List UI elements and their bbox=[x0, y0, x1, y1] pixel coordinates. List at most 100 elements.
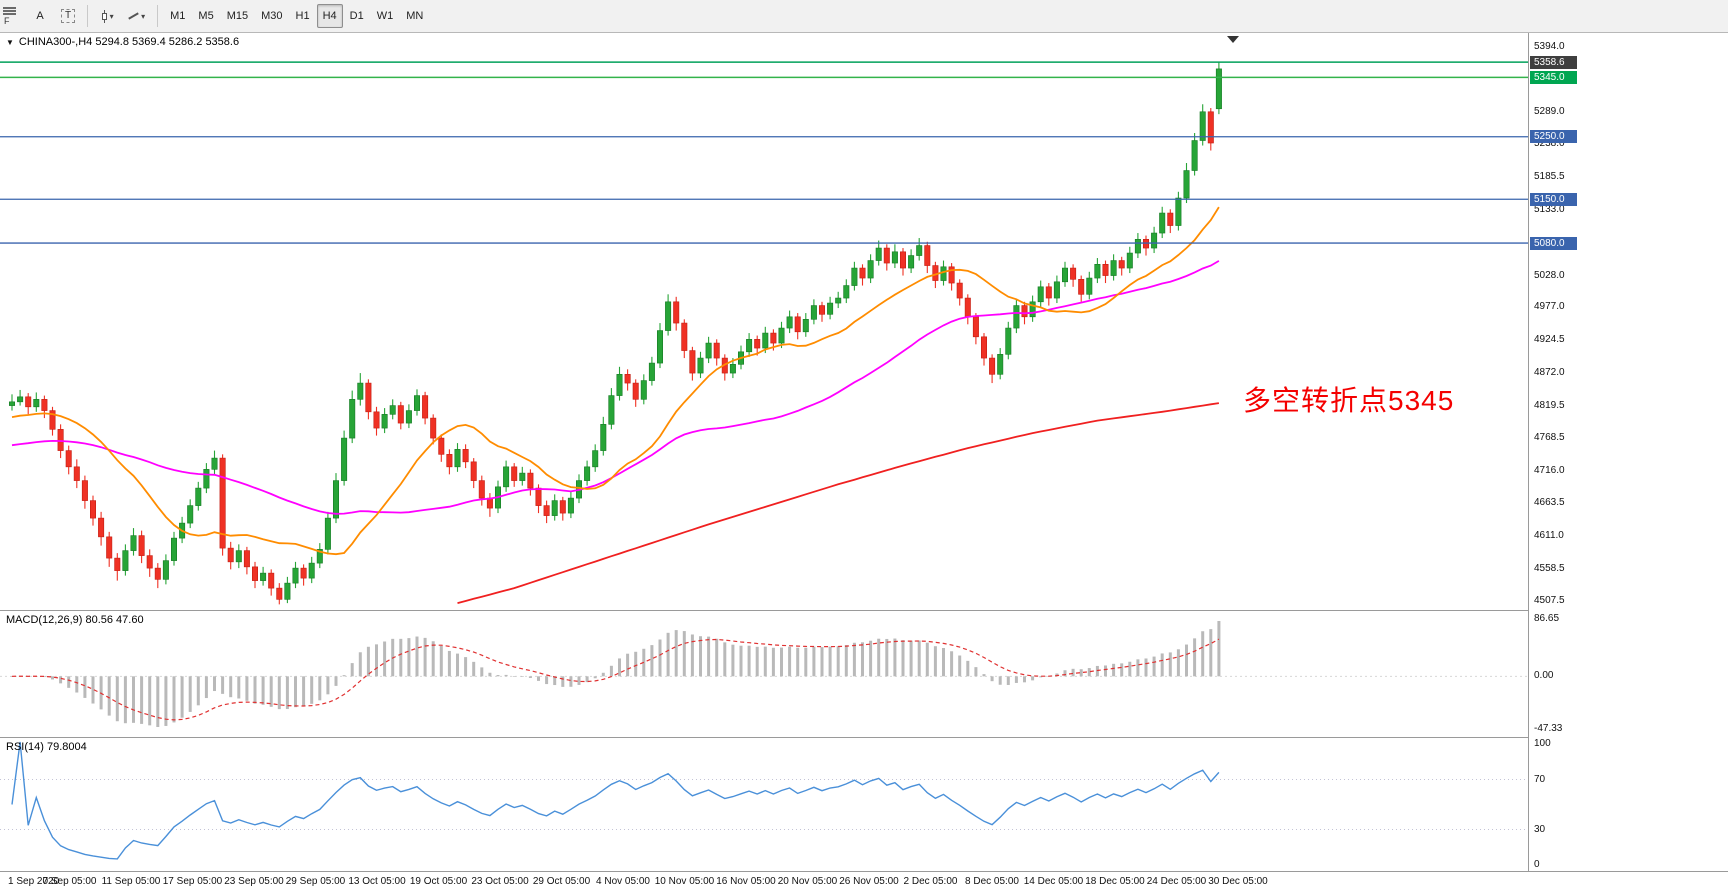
chart-window[interactable]: ▼ CHINA300-,H4 5294.8 5369.4 5286.2 5358… bbox=[0, 33, 1728, 891]
rsi-title: RSI(14) 79.8004 bbox=[6, 741, 87, 753]
chart-title: ▼ CHINA300-,H4 5294.8 5369.4 5286.2 5358… bbox=[6, 36, 239, 48]
rsi-scale-label: 100 bbox=[1534, 738, 1551, 749]
price-axis-label: 4663.5 bbox=[1534, 497, 1565, 509]
toolbar-separator bbox=[87, 5, 89, 27]
time-axis-label: 24 Dec 05:00 bbox=[1146, 876, 1207, 887]
time-axis-label: 20 Nov 05:00 bbox=[777, 876, 838, 887]
timeframe-button-m15[interactable]: M15 bbox=[221, 4, 254, 28]
rsi-scale-label: 30 bbox=[1534, 823, 1546, 835]
time-axis-label: 18 Dec 05:00 bbox=[1085, 876, 1145, 887]
price-tag: 5358.6 bbox=[1530, 55, 1577, 69]
time-axis-label: 10 Nov 05:00 bbox=[654, 876, 715, 887]
line-studies-dropdown[interactable]: ▾ bbox=[122, 4, 151, 28]
price-axis-label: 5289.0 bbox=[1534, 106, 1565, 118]
price-axis-label: 5238.0 bbox=[1534, 138, 1565, 150]
time-axis-label: 8 Dec 05:00 bbox=[965, 876, 1019, 887]
toolbar-separator bbox=[157, 5, 159, 27]
macd-histogram bbox=[10, 621, 1221, 727]
macd-scale-label: 86.65 bbox=[1534, 613, 1560, 624]
time-axis-label: 16 Nov 05:00 bbox=[716, 876, 776, 887]
time-axis-label: 11 Sep 05:00 bbox=[101, 876, 161, 887]
time-axis-label: 23 Sep 05:00 bbox=[224, 876, 284, 887]
timeframe-button-h4[interactable]: H4 bbox=[316, 4, 343, 28]
ma-fast-line bbox=[11, 206, 1220, 556]
time-axis-label: 1 Sep 2020 bbox=[8, 876, 60, 887]
price-axis-label: 4611.0 bbox=[1534, 530, 1564, 542]
main-chart-canvas[interactable] bbox=[0, 33, 1528, 610]
price-axis-label: 4768.5 bbox=[1534, 431, 1565, 443]
price-tag: 5250.0 bbox=[1530, 130, 1577, 144]
text-tool-button[interactable]: T bbox=[55, 4, 81, 28]
time-scale[interactable]: 1 Sep 2020 7 Sep 05:00 11 Sep 05:00 17 Sep … bbox=[0, 871, 1728, 891]
price-axis-label: 4819.5 bbox=[1534, 399, 1565, 411]
price-scale[interactable]: 5394.0 5289.0 5238.0 5185.5 5133.0 5028.0 4977… bbox=[1528, 33, 1728, 871]
time-axis-label: 29 Sep 05:00 bbox=[285, 876, 346, 887]
toolbar-left-icons: F bbox=[3, 6, 25, 26]
time-axis-label: 13 Oct 05:00 bbox=[348, 876, 406, 887]
caret-down-icon: ▾ bbox=[109, 11, 114, 21]
time-axis-label: 30 Dec 05:00 bbox=[1208, 876, 1268, 887]
candles-layer bbox=[9, 62, 1222, 605]
price-tag: 5080.0 bbox=[1530, 236, 1577, 250]
timeframe-button-mn[interactable]: MN bbox=[400, 4, 429, 28]
price-axis-label: 4716.0 bbox=[1534, 464, 1565, 476]
timeframe-button-w1[interactable]: W1 bbox=[371, 4, 400, 28]
timeframe-buttons: M1 M5 M15 M30 H1 H4 D1 W1 MN bbox=[164, 4, 429, 28]
macd-scale-label: -47.33 bbox=[1534, 723, 1563, 734]
time-axis-label: 4 Nov 05:00 bbox=[596, 876, 650, 887]
price-axis-label: 4977.0 bbox=[1534, 301, 1565, 313]
symbol-marker-icon: ▼ bbox=[6, 37, 14, 47]
price-axis-label: 4507.5 bbox=[1534, 594, 1565, 606]
rsi-canvas[interactable] bbox=[0, 738, 1528, 871]
time-axis-label: 14 Dec 05:00 bbox=[1023, 876, 1084, 887]
price-axis-label: 5394.0 bbox=[1534, 40, 1565, 52]
timeframe-button-m1[interactable]: M1 bbox=[164, 4, 191, 28]
macd-pane: MACD(12,26,9) 80.56 47.60 bbox=[0, 611, 1528, 737]
ma-slow-line bbox=[457, 402, 1220, 604]
horizontal-levels bbox=[0, 61, 1528, 244]
pane-divider[interactable] bbox=[0, 737, 1728, 738]
charts-tile-icon[interactable] bbox=[3, 6, 16, 16]
chart-title-text: CHINA300-,H4 5294.8 5369.4 5286.2 5358.6 bbox=[18, 36, 240, 48]
price-axis-label: 4924.5 bbox=[1534, 334, 1565, 346]
rsi-pane: RSI(14) 79.8004 bbox=[0, 738, 1528, 871]
time-axis-label: 26 Nov 05:00 bbox=[839, 876, 899, 887]
price-axis-label: 4558.5 bbox=[1534, 563, 1565, 575]
time-axis-label: 17 Sep 05:00 bbox=[162, 876, 223, 887]
price-axis-label: 5133.0 bbox=[1534, 203, 1565, 215]
trendline-icon bbox=[128, 12, 139, 20]
price-axis-label: 5185.5 bbox=[1534, 171, 1565, 183]
macd-signal-line bbox=[11, 638, 1220, 721]
price-axis-label: 4872.0 bbox=[1534, 367, 1565, 379]
rsi-scale-label: 70 bbox=[1534, 773, 1546, 785]
time-axis-label: 19 Oct 05:00 bbox=[409, 876, 468, 887]
macd-title: MACD(12,26,9) 80.56 47.60 bbox=[6, 614, 144, 626]
caret-down-icon: ▾ bbox=[141, 11, 146, 21]
time-axis-label: 2 Dec 05:00 bbox=[903, 876, 958, 887]
main-chart-pane: ▼ CHINA300-,H4 5294.8 5369.4 5286.2 5358… bbox=[0, 33, 1528, 610]
cursor-tool-button[interactable]: A bbox=[27, 4, 53, 28]
pane-divider[interactable] bbox=[0, 610, 1728, 611]
timeframe-button-d1[interactable]: D1 bbox=[344, 4, 370, 28]
candlestick-icon bbox=[101, 9, 108, 23]
rsi-scale-label: 0 bbox=[1534, 859, 1540, 870]
time-axis-label: 7 Sep 05:00 bbox=[42, 876, 97, 887]
rsi-line bbox=[11, 741, 1220, 860]
timeframe-button-m30[interactable]: M30 bbox=[255, 4, 288, 28]
time-axis-label: 29 Oct 05:00 bbox=[532, 876, 591, 887]
ma-mid-line bbox=[11, 260, 1220, 515]
price-axis-label: 5028.0 bbox=[1534, 269, 1565, 281]
top-toolbar: F A T ▾ ▾ M1 M5 M15 M30 H1 H4 D1 W1 MN bbox=[0, 0, 1728, 33]
time-axis-label: 23 Oct 05:00 bbox=[471, 876, 529, 887]
timeframe-button-h1[interactable]: H1 bbox=[290, 4, 316, 28]
f-key-label: F bbox=[4, 16, 10, 26]
timeframe-button-m5[interactable]: M5 bbox=[192, 4, 219, 28]
macd-canvas[interactable] bbox=[0, 611, 1528, 737]
macd-scale-label: 0.00 bbox=[1534, 670, 1554, 682]
text-tool-label: T bbox=[61, 9, 76, 23]
annotation-text: 多空转折点5345 bbox=[1243, 385, 1455, 416]
price-tag: 5150.0 bbox=[1530, 192, 1577, 206]
chart-shift-marker-icon bbox=[1227, 36, 1239, 43]
chart-style-dropdown[interactable]: ▾ bbox=[94, 4, 120, 28]
